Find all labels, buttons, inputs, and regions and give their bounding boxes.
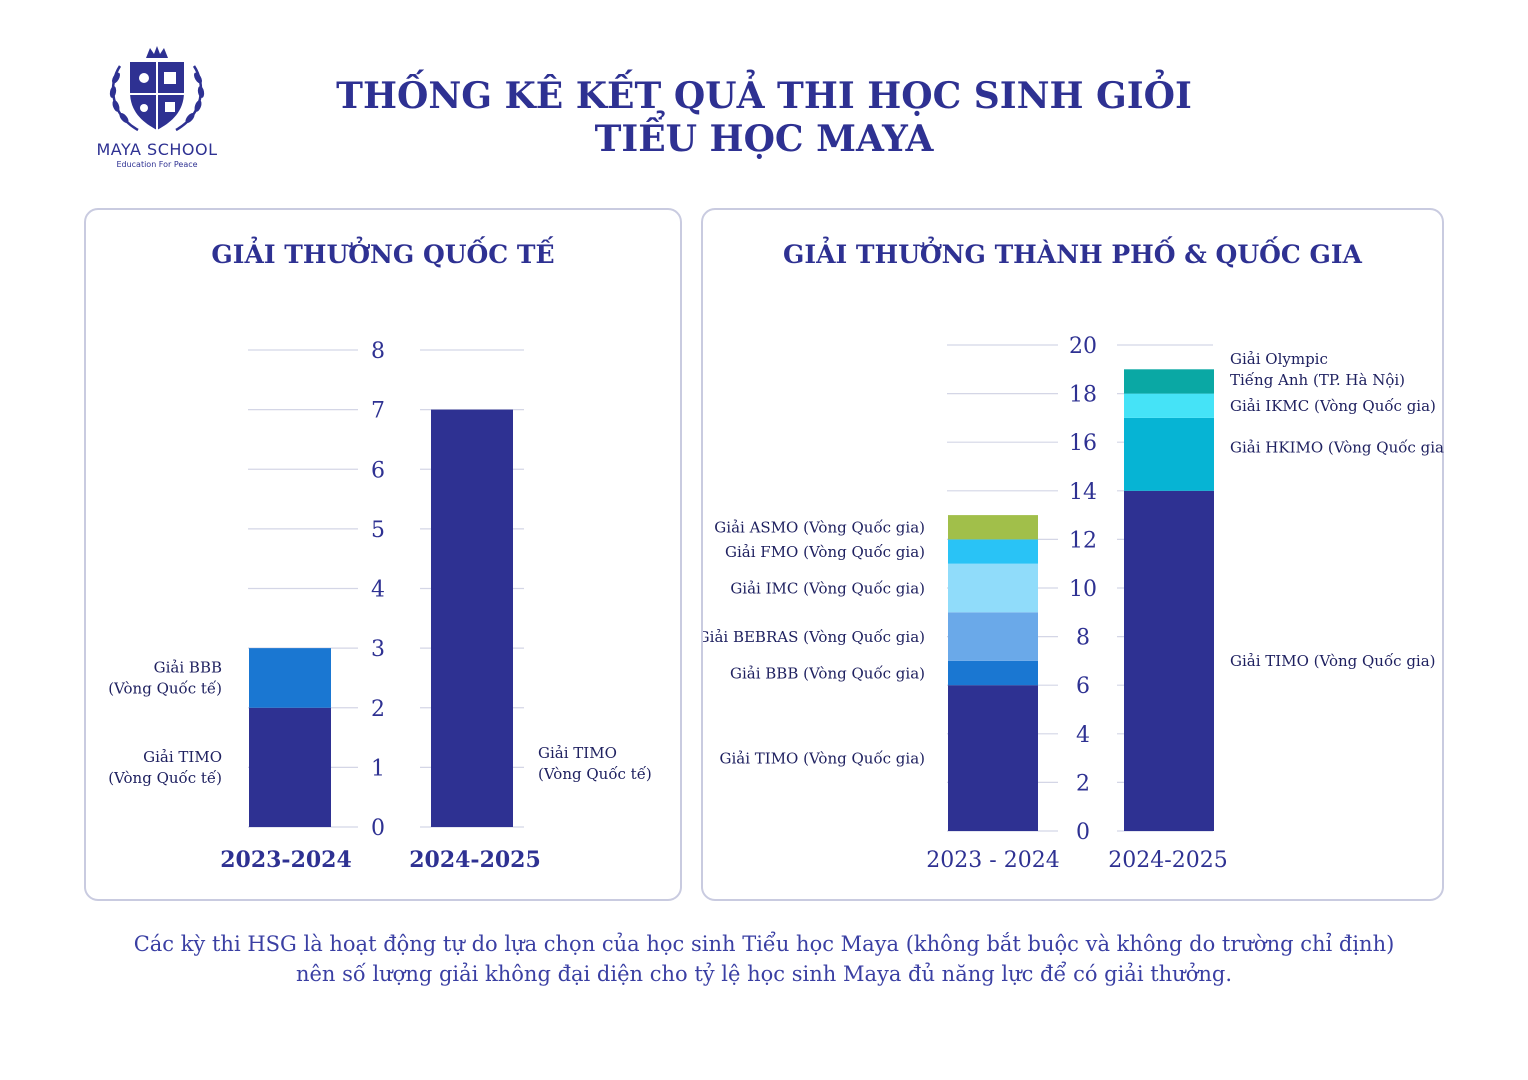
y-tick-label: 1 bbox=[371, 756, 385, 781]
segment-label: Giải IMC (Vòng Quốc gia) bbox=[730, 579, 925, 597]
y-tick-label: 20 bbox=[1069, 334, 1097, 359]
bar-segment bbox=[249, 707, 331, 827]
y-tick-label: 2 bbox=[1076, 771, 1090, 796]
segment-label: Giải BEBRAS (Vòng Quốc gia) bbox=[703, 628, 925, 646]
page-title-line2: TIỂU HỌC MAYA bbox=[594, 118, 934, 160]
y-tick-label: 6 bbox=[371, 458, 385, 483]
school-logo: MAYA SCHOOL Education For Peace bbox=[90, 44, 224, 174]
y-tick-label: 4 bbox=[371, 578, 385, 603]
segment-label: Giải TIMO (Vòng Quốc tế) bbox=[538, 744, 652, 783]
y-tick-label: 3 bbox=[371, 637, 385, 662]
chart-title-national: GIẢI THƯỞNG THÀNH PHỐ & QUỐC GIA bbox=[783, 240, 1362, 269]
bar-segment bbox=[948, 563, 1038, 613]
crest-icon bbox=[109, 46, 205, 132]
y-tick-label: 0 bbox=[1076, 820, 1090, 845]
segment-label: Giải TIMO (Vòng Quốc tế) bbox=[108, 748, 222, 787]
y-tick-label: 6 bbox=[1076, 674, 1090, 699]
y-tick-label: 18 bbox=[1069, 383, 1097, 408]
bar-segment bbox=[1124, 369, 1214, 394]
segment-label: Giải HKIMO (Vòng Quốc gia) bbox=[1230, 439, 1444, 457]
y-tick-label: 0 bbox=[371, 816, 385, 841]
footnote-line2: nên số lượng giải không đại diện cho tỷ … bbox=[295, 962, 1232, 986]
bar-segment bbox=[1124, 393, 1214, 418]
bar-segment bbox=[948, 612, 1038, 661]
international-awards-panel: GIẢI THƯỞNG QUỐC TẾ 0 1 2 3 4 5 6 7 8 Giải TIMO (V… bbox=[84, 208, 682, 901]
page-title-line1: THỐNG KÊ KẾT QUẢ THI HỌC SINH GIỎI bbox=[336, 75, 1192, 117]
y-tick-label: 5 bbox=[371, 518, 385, 543]
segment-label: Giải TIMO (Vòng Quốc gia) bbox=[719, 749, 925, 767]
y-tick-label: 12 bbox=[1069, 528, 1097, 553]
bar-segment bbox=[1124, 490, 1214, 831]
footnote-line1: Các kỳ thi HSG là hoạt động tự do lựa ch… bbox=[133, 932, 1395, 956]
national-awards-panel: GIẢI THƯỞNG THÀNH PHỐ & QUỐC GIA 0 2 4 6 8 10… bbox=[701, 208, 1444, 901]
segment-label: Giải BBB (Vòng Quốc gia) bbox=[730, 664, 925, 682]
y-tick-label: 2 bbox=[371, 697, 385, 722]
x-category-label: 2024-2025 bbox=[1108, 848, 1227, 873]
bar-segment bbox=[948, 660, 1038, 686]
bar-segment bbox=[948, 515, 1038, 540]
logo-tagline: Education For Peace bbox=[116, 160, 198, 169]
y-tick-label: 16 bbox=[1069, 431, 1097, 456]
bar-segment bbox=[948, 685, 1038, 831]
segment-label: Giải IKMC (Vòng Quốc gia) bbox=[1230, 397, 1436, 415]
x-category-label: 2023-2024 bbox=[220, 847, 352, 873]
y-tick-label: 7 bbox=[371, 399, 385, 424]
segment-label: Giải TIMO (Vòng Quốc gia) bbox=[1230, 652, 1436, 670]
segment-label: Giải BBB (Vòng Quốc tế) bbox=[108, 659, 222, 698]
logo-name: MAYA SCHOOL bbox=[96, 140, 218, 159]
bar-segment bbox=[431, 409, 513, 827]
x-category-label: 2023 - 2024 bbox=[926, 848, 1059, 873]
x-category-label: 2024-2025 bbox=[409, 847, 541, 873]
y-tick-label: 14 bbox=[1069, 480, 1097, 505]
bar-segment bbox=[1124, 417, 1214, 491]
y-tick-label: 10 bbox=[1069, 577, 1097, 602]
y-tick-label: 8 bbox=[1076, 626, 1090, 651]
segment-label: Giải Olympic Tiếng Anh (TP. Hà Nội) bbox=[1230, 350, 1405, 389]
international-awards-chart: 0 1 2 3 4 5 6 7 8 Giải TIMO (Vòng Quốc tế) Giải BBB… bbox=[108, 339, 652, 873]
bar-segment bbox=[948, 539, 1038, 564]
national-awards-chart: 0 2 4 6 8 10 12 14 16 18 20 Giải TIMO (Vòng Quốc gi… bbox=[703, 334, 1444, 873]
bar-segment bbox=[249, 648, 331, 708]
segment-label: Giải ASMO (Vòng Quốc gia) bbox=[714, 519, 925, 537]
chart-title-international: GIẢI THƯỞNG QUỐC TẾ bbox=[211, 240, 555, 269]
y-tick-label: 8 bbox=[371, 339, 385, 364]
y-tick-label: 4 bbox=[1076, 723, 1090, 748]
segment-label: Giải FMO (Vòng Quốc gia) bbox=[725, 543, 925, 561]
